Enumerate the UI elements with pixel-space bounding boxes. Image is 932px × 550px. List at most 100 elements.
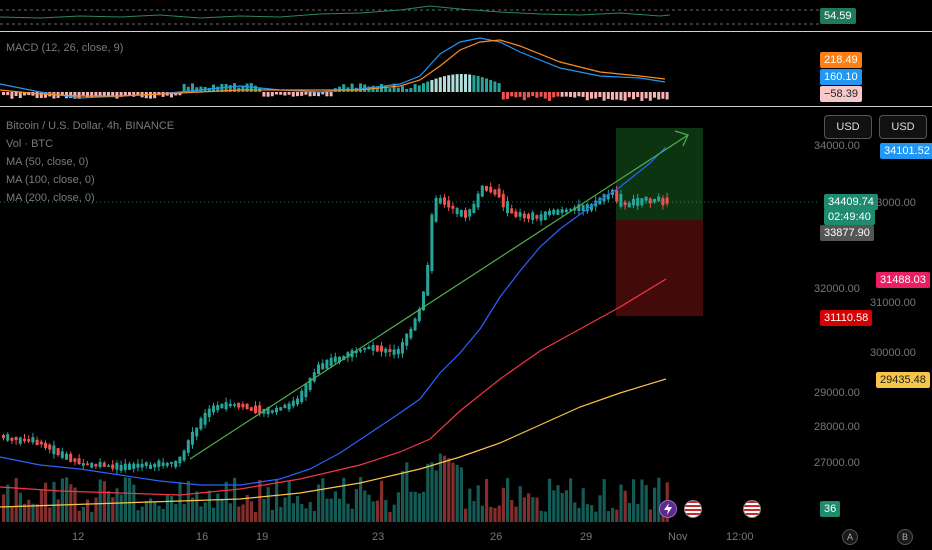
- volume-bar: [388, 511, 392, 522]
- volume-bar: [31, 503, 35, 522]
- us-flag-event-icon[interactable]: [684, 500, 702, 518]
- volume-bar: [161, 509, 165, 522]
- macd-histogram-bar: [153, 92, 157, 99]
- macd-histogram-bar: [661, 92, 665, 99]
- macd-histogram-bar: [543, 92, 547, 99]
- volume-bar: [359, 477, 363, 522]
- rsi-plot: [0, 5, 820, 25]
- macd-histogram-bar: [233, 83, 236, 92]
- candle-body: [111, 464, 115, 469]
- candle-body: [291, 400, 295, 407]
- candle-body: [338, 356, 341, 363]
- volume-bar: [577, 507, 581, 522]
- rsi-pane[interactable]: 54.59: [0, 0, 932, 31]
- lightning-event-icon[interactable]: [659, 500, 677, 518]
- volume-bar: [459, 467, 463, 522]
- macd-plot: [0, 37, 669, 101]
- price-pane[interactable]: Bitcoin / U.S. Dollar, 4h, BINANCE Vol ·…: [0, 107, 932, 522]
- volume-bar: [308, 502, 312, 522]
- volume-bar: [417, 493, 421, 522]
- candle-body: [485, 185, 488, 191]
- volume-bar: [107, 490, 111, 522]
- candle-body: [317, 364, 320, 375]
- volume-bar: [6, 484, 10, 522]
- volume-bar: [203, 502, 207, 522]
- volume-bar: [548, 478, 552, 522]
- currency-button-right[interactable]: USD: [879, 115, 927, 139]
- time-axis-label: 16: [196, 531, 209, 543]
- volume-bar: [455, 464, 459, 522]
- macd-histogram-bar: [518, 92, 522, 97]
- trend-line: [189, 134, 689, 460]
- volume-bar: [401, 470, 405, 522]
- candle-body: [287, 403, 291, 410]
- candle-body: [270, 410, 274, 413]
- volume-bar: [102, 481, 106, 522]
- candle-body: [371, 345, 375, 351]
- volume-bar: [140, 506, 144, 522]
- countdown-tag: 02:49:40: [824, 209, 875, 225]
- price-axis-label: 29000.00: [814, 387, 860, 399]
- candle-body: [413, 318, 417, 331]
- candle-body: [157, 460, 161, 467]
- macd-histogram-bar: [611, 92, 614, 100]
- macd-histogram-bar: [535, 92, 539, 98]
- volume-bar: [522, 497, 526, 522]
- candle-body: [543, 211, 547, 220]
- volume-bar: [506, 478, 510, 522]
- macd-histogram-bar: [321, 92, 325, 95]
- price-axis-label: 27000.00: [814, 457, 860, 469]
- currency-button-left[interactable]: USD: [824, 115, 872, 139]
- macd-histogram-bar: [350, 83, 354, 92]
- macd-histogram-bar: [178, 92, 182, 96]
- macd-histogram-bar: [186, 86, 190, 92]
- macd-histogram-bar: [451, 74, 455, 92]
- candle-body: [510, 208, 514, 214]
- time-axis-label: 12: [72, 531, 85, 543]
- volume-bar: [476, 485, 480, 522]
- macd-histogram-bar: [81, 92, 85, 96]
- macd-histogram-bar: [14, 92, 18, 96]
- candle-body: [144, 462, 148, 467]
- candle-body: [90, 462, 94, 468]
- volume-bar: [23, 503, 27, 522]
- volume-bar: [111, 497, 115, 522]
- volume-bar: [581, 488, 585, 522]
- macd-histogram-bar: [623, 92, 627, 101]
- volume-bar: [556, 485, 560, 522]
- macd-histogram-bar: [98, 92, 102, 96]
- macd-histogram-bar: [359, 83, 362, 92]
- candle-body: [186, 440, 190, 453]
- volume-bar: [245, 494, 249, 522]
- volume-bar: [170, 496, 174, 522]
- volume-bar: [48, 507, 52, 522]
- ma100-legend[interactable]: MA (100, close, 0): [6, 174, 95, 186]
- ma50-legend[interactable]: MA (50, close, 0): [6, 156, 89, 168]
- volume-bar: [44, 482, 48, 522]
- candle-body: [73, 458, 77, 462]
- log-scale-button[interactable]: B: [897, 529, 913, 545]
- candle-body: [31, 437, 35, 443]
- macd-histogram-bar: [270, 92, 274, 97]
- candle-body: [77, 458, 81, 465]
- volume-bar: [573, 502, 577, 522]
- volume-bar: [233, 477, 237, 522]
- auto-scale-button[interactable]: A: [842, 529, 858, 545]
- volume-bar: [367, 494, 371, 522]
- macd-histogram-bar: [10, 92, 14, 99]
- volume-bar: [564, 490, 568, 522]
- macd-histogram-bar: [514, 92, 518, 98]
- symbol-title[interactable]: Bitcoin / U.S. Dollar, 4h, BINANCE: [6, 120, 175, 132]
- macd-histogram-bar: [388, 88, 392, 92]
- macd-histogram-bar: [283, 92, 287, 96]
- macd-histogram-bar: [170, 92, 173, 98]
- macd-pane[interactable]: MACD (12, 26, close, 9) 218.49 160.10 −5…: [0, 32, 932, 105]
- volume-legend[interactable]: Vol · BTC: [6, 138, 54, 150]
- candle-body: [388, 349, 392, 353]
- candle-body: [661, 198, 665, 206]
- ma200-legend[interactable]: MA (200, close, 0): [6, 192, 95, 204]
- candle-body: [644, 196, 648, 201]
- time-axis[interactable]: 12 16 19 23 26 29 Nov 12:00: [0, 526, 932, 550]
- macd-histogram-bar: [443, 76, 446, 92]
- us-flag-event-icon[interactable]: [743, 500, 761, 518]
